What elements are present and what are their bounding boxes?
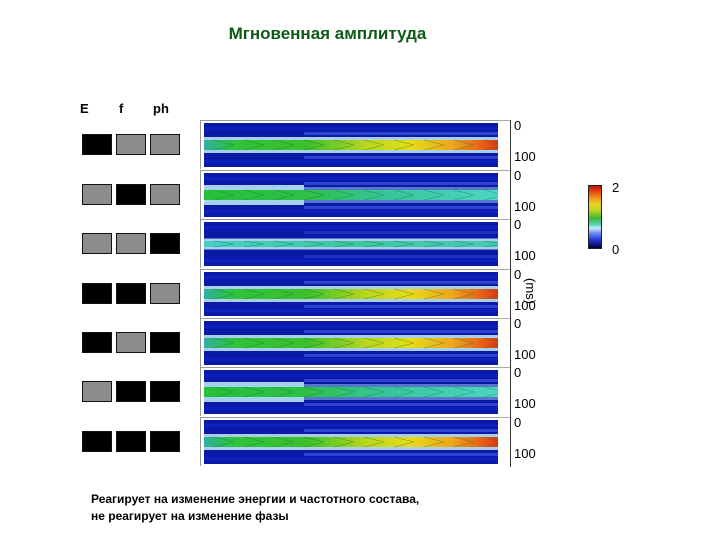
panel-separator [497,170,510,171]
stimulus-swatch-ph [150,431,180,452]
panel-separator [497,269,510,270]
stimulus-swatch-E [82,184,112,205]
stimulus-swatch-E [82,381,112,402]
stimulus-swatch-E [82,283,112,304]
panel-separator [497,417,510,418]
time-axis [510,120,511,467]
time-axis-tick-100: 100 [514,149,536,164]
caption-line-1: Реагирует на изменение энергии и частотн… [91,492,420,506]
time-axis-tick-0: 0 [514,168,522,183]
stimulus-swatch-ph [150,233,180,254]
stimulus-swatch-f [116,283,146,304]
amplitude-heatmap [204,370,498,414]
column-header-phase: ph [153,101,169,116]
amplitude-heatmap [204,222,498,266]
stimulus-swatch-E [82,134,112,155]
caption-line-2: не реагирует на изменение фазы [91,509,289,523]
colorbar [588,185,602,249]
time-axis-tick-0: 0 [514,415,522,430]
time-axis-tick-0: 0 [514,365,522,380]
amplitude-heatmap [204,321,498,365]
amplitude-panel [200,170,510,219]
stimulus-swatch-f [116,332,146,353]
time-axis-tick-100: 100 [514,396,536,411]
time-axis-tick-0: 0 [514,217,522,232]
amplitude-heatmap [204,420,498,464]
stimulus-swatch-E [82,233,112,254]
column-header-energy: E [80,101,89,116]
stimulus-swatch-E [82,332,112,353]
caption: Реагирует на изменение энергии и частотн… [91,491,419,525]
time-axis-tick-100: 100 [514,347,536,362]
stimulus-swatch-f [116,134,146,155]
time-axis-tick-100: 100 [514,298,536,313]
amplitude-panel [200,417,510,466]
stimulus-swatch-ph [150,381,180,402]
stimulus-swatch-E [82,431,112,452]
amplitude-panel [200,367,510,416]
time-axis-unit-label: (ms) [523,278,538,304]
stimulus-swatch-ph [150,184,180,205]
panel-separator [497,318,510,319]
time-axis-tick-100: 100 [514,248,536,263]
amplitude-panel [200,120,510,169]
panel-separator [497,120,510,121]
stimulus-swatch-f [116,381,146,402]
time-axis-tick-0: 0 [514,267,522,282]
colorbar-max-label: 2 [612,180,620,195]
stimulus-swatch-ph [150,332,180,353]
amplitude-panel [200,318,510,367]
amplitude-heatmap [204,173,498,217]
stimulus-swatch-ph [150,134,180,155]
panel-separator [497,219,510,220]
stimulus-swatch-ph [150,283,180,304]
time-axis-tick-0: 0 [514,316,522,331]
amplitude-heatmap [204,123,498,167]
panel-separator [497,367,510,368]
time-axis-tick-100: 100 [514,446,536,461]
stimulus-swatch-f [116,233,146,254]
stimulus-swatch-f [116,431,146,452]
amplitude-panel [200,219,510,268]
column-header-frequency: f [119,101,124,116]
amplitude-panel [200,269,510,318]
amplitude-heatmap [204,272,498,316]
time-axis-tick-100: 100 [514,199,536,214]
time-axis-tick-0: 0 [514,118,522,133]
stimulus-swatch-f [116,184,146,205]
colorbar-min-label: 0 [612,242,620,257]
page-title: Мгновенная амплитуда [228,24,427,43]
